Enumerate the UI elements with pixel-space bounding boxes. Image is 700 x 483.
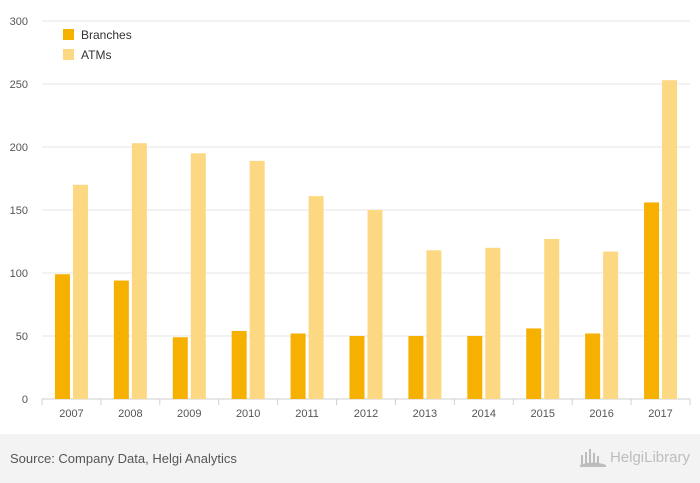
bar-atms-2007	[72, 184, 88, 399]
bar-branches-2014	[467, 336, 483, 399]
bar-atms-2014	[485, 247, 501, 399]
legend-swatch-branches	[63, 29, 74, 40]
bar-branches-2013	[408, 336, 424, 399]
bar-branches-2010	[231, 330, 247, 399]
bar-branches-2017	[644, 202, 660, 399]
bar-branches-2008	[113, 280, 129, 399]
x-tick-label: 2015	[530, 408, 554, 420]
bar-atms-2011	[308, 196, 324, 399]
bar-branches-2007	[54, 274, 70, 399]
x-tick-label: 2012	[354, 408, 378, 420]
x-tick-label: 2016	[589, 408, 613, 420]
footer: Source: Company Data, Helgi Analytics He…	[0, 434, 700, 483]
helgi-library-logo-icon	[579, 449, 606, 467]
x-tick-label: 2014	[472, 408, 496, 420]
x-tick-label: 2007	[59, 408, 83, 420]
bar-branches-2011	[290, 333, 306, 399]
bar-atms-2013	[426, 250, 442, 399]
x-tick-label: 2008	[118, 408, 142, 420]
bar-atms-2009	[190, 153, 206, 399]
legend-label-branches: Branches	[81, 28, 132, 42]
bar-atms-2017	[662, 80, 678, 399]
x-tick-label: 2013	[413, 408, 437, 420]
bar-atms-2015	[544, 238, 560, 399]
bar-atms-2012	[367, 210, 383, 399]
bar-chart: 0 50 100 150 200 250 300 2007 2008 2009 2010 2011 20…	[10, 16, 691, 420]
y-tick-label: 100	[10, 268, 28, 280]
y-tick-label: 200	[10, 142, 28, 154]
legend-swatch-atms	[63, 49, 74, 60]
y-tick-label: 150	[10, 205, 28, 217]
y-tick-label: 250	[10, 79, 28, 91]
x-tick-label: 2010	[236, 408, 260, 420]
bar-branches-2012	[349, 336, 365, 399]
legend-label-atms: ATMs	[81, 48, 111, 62]
y-tick-label: 0	[22, 394, 28, 406]
x-tick-label: 2009	[177, 408, 201, 420]
bar-branches-2009	[172, 337, 188, 399]
y-tick-label: 50	[16, 331, 28, 343]
bar-branches-2015	[526, 328, 542, 399]
source-note: Source: Company Data, Helgi Analytics	[10, 451, 237, 466]
brand: HelgiLibrary	[579, 447, 690, 467]
bar-atms-2016	[603, 251, 619, 399]
bar-branches-2016	[585, 333, 601, 399]
x-tick-label: 2017	[648, 408, 672, 420]
bar-atms-2008	[131, 143, 147, 399]
y-tick-label: 300	[10, 16, 28, 28]
bar-atms-2010	[249, 160, 265, 399]
x-tick-label: 2011	[295, 408, 319, 420]
brand-name: HelgiLibrary	[609, 448, 690, 466]
